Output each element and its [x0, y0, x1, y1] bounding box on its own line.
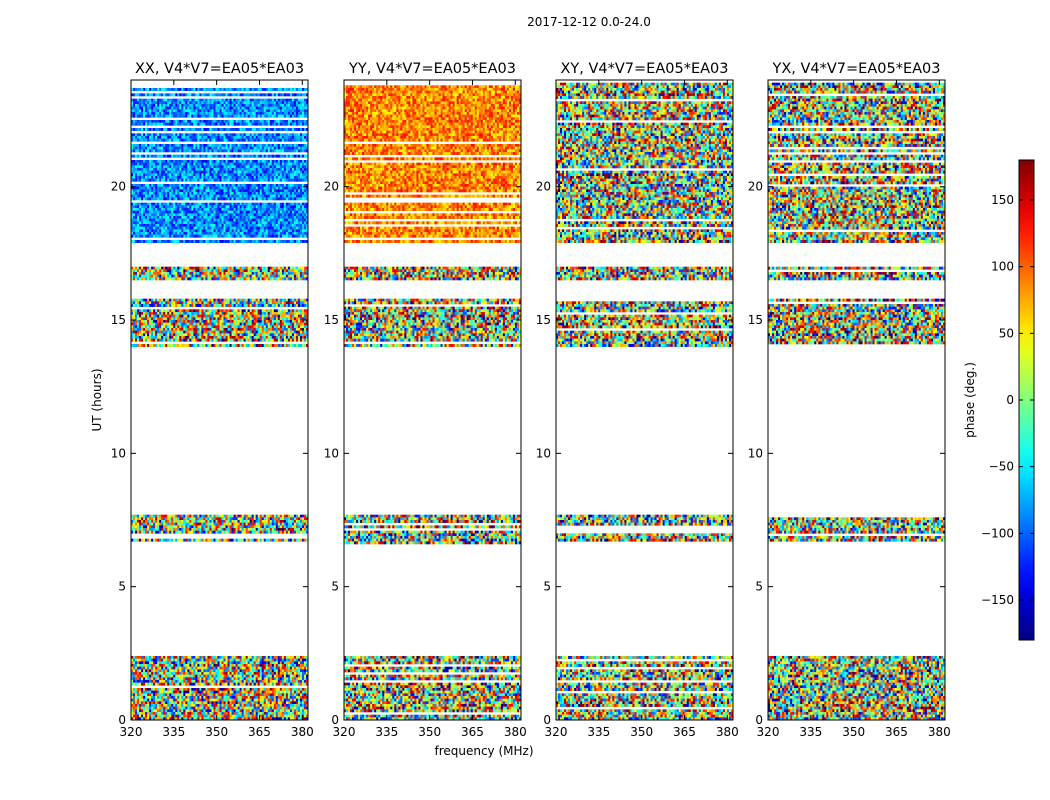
- colorbar-tick-label: −150: [981, 593, 1014, 607]
- x-tick-label: 365: [248, 725, 271, 739]
- y-tick-label: 5: [331, 580, 339, 594]
- panel-xy: XY, V4*V7=EA05*EA03 320 335 350 365 380 0 5 10 15…: [536, 61, 739, 739]
- y-tick-label: 15: [324, 313, 339, 327]
- y-tick-label: 20: [111, 180, 126, 194]
- x-tick-label: 365: [885, 725, 908, 739]
- y-tick-label: 10: [324, 446, 339, 460]
- panels: XX, V4*V7=EA05*EA03 320 335 350 365 380 0 5 10 15…: [111, 61, 951, 739]
- panel-title: XY, V4*V7=EA05*EA03: [560, 61, 728, 77]
- y-axis-label: UT (hours): [90, 368, 104, 431]
- panel-title: YY, V4*V7=EA05*EA03: [348, 61, 516, 77]
- x-tick-label: 350: [842, 725, 865, 739]
- colorbar: −150 −100 −50 0 50 100 150 phase (deg.): [963, 160, 1034, 640]
- y-tick-label: 0: [543, 713, 551, 727]
- y-tick-label: 20: [324, 180, 339, 194]
- x-tick-label: 380: [504, 725, 527, 739]
- x-tick-label: 335: [375, 725, 398, 739]
- x-tick-label: 380: [716, 725, 739, 739]
- x-axis-label: frequency (MHz): [434, 744, 533, 758]
- panel-title: XX, V4*V7=EA05*EA03: [135, 61, 304, 77]
- x-tick-label: 335: [799, 725, 822, 739]
- y-tick-label: 10: [111, 446, 126, 460]
- y-tick-label: 15: [536, 313, 551, 327]
- heatmap-xy: [556, 83, 733, 721]
- x-tick-label: 380: [291, 725, 314, 739]
- y-tick-label: 0: [118, 713, 126, 727]
- colorbar-tick-label: −50: [989, 460, 1014, 474]
- x-tick-label: 335: [162, 725, 185, 739]
- x-tick-label: 320: [545, 725, 568, 739]
- y-tick-label: 20: [536, 180, 551, 194]
- y-tick-label: 5: [755, 580, 763, 594]
- y-tick-label: 15: [748, 313, 763, 327]
- y-tick-label: 10: [748, 446, 763, 460]
- colorbar-label: phase (deg.): [963, 362, 977, 438]
- x-tick-label: 350: [630, 725, 653, 739]
- x-tick-label: 365: [673, 725, 696, 739]
- colorbar-tick-label: 50: [999, 326, 1014, 340]
- y-tick-label: 5: [543, 580, 551, 594]
- x-tick-label: 350: [418, 725, 441, 739]
- x-tick-label: 335: [587, 725, 610, 739]
- heatmap-xx: [131, 88, 308, 720]
- panel-yy: YY, V4*V7=EA05*EA03 320 335 350 365 380 0 5 10 15…: [324, 61, 527, 739]
- colorbar-tick-label: 100: [991, 260, 1014, 274]
- x-tick-label: 320: [333, 725, 356, 739]
- x-tick-label: 320: [120, 725, 143, 739]
- colorbar-tick-label: −100: [981, 526, 1014, 540]
- panel-title: YX, V4*V7=EA05*EA03: [771, 61, 940, 77]
- x-tick-label: 350: [205, 725, 228, 739]
- x-tick-label: 380: [928, 725, 951, 739]
- colorbar-tick-label: 0: [1006, 393, 1014, 407]
- heatmap-yx: [768, 83, 945, 721]
- panel-yx: YX, V4*V7=EA05*EA03 320 335 350 365 380 0 5 10 15…: [748, 61, 951, 739]
- x-tick-label: 320: [757, 725, 780, 739]
- y-tick-label: 20: [748, 180, 763, 194]
- y-tick-label: 0: [331, 713, 339, 727]
- y-tick-label: 10: [536, 446, 551, 460]
- heatmap-yy: [344, 85, 521, 720]
- x-tick-label: 365: [461, 725, 484, 739]
- y-tick-label: 5: [118, 580, 126, 594]
- y-tick-label: 0: [755, 713, 763, 727]
- y-tick-label: 15: [111, 313, 126, 327]
- figure-title: 2017-12-12 0.0-24.0: [527, 15, 651, 29]
- panel-xx: XX, V4*V7=EA05*EA03 320 335 350 365 380 0 5 10 15…: [111, 61, 314, 739]
- colorbar-tick-label: 150: [991, 193, 1014, 207]
